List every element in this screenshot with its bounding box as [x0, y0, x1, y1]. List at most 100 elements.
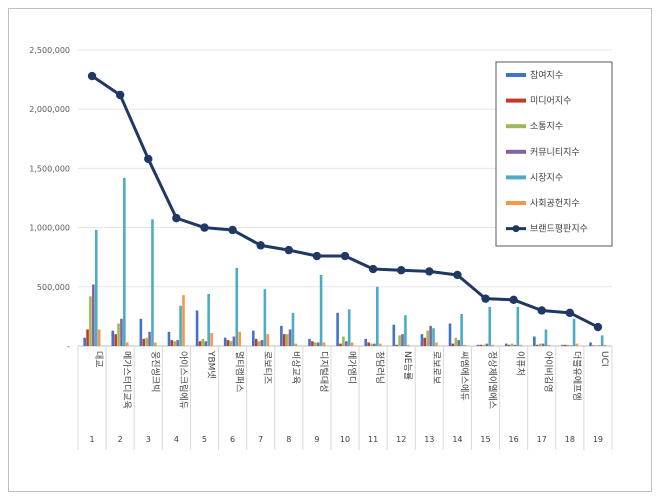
y-axis: 2,500,000 2,000,000 1,500,000 1,000,000 500,… — [29, 46, 70, 351]
bar-커뮤니티지수 — [401, 334, 404, 346]
legend-label: 시장지수 — [530, 172, 563, 183]
bar-미디어지수 — [564, 344, 567, 346]
category-label: 웅진씽크빅 — [149, 351, 160, 392]
category-label: YBM넷 — [205, 350, 216, 379]
bar-커뮤니티지수 — [316, 342, 320, 346]
category-label: 로보티즈 — [262, 351, 273, 384]
bar-커뮤니티지수 — [569, 345, 573, 346]
y-tick-label: 1,000,000 — [29, 224, 70, 233]
bar-소통지수 — [201, 338, 205, 346]
bar-시장지수 — [572, 318, 576, 346]
bar-시장지수 — [544, 329, 548, 346]
bar-소통지수 — [510, 343, 514, 346]
bar-사회공헌지수 — [435, 342, 438, 346]
rank-label: 6 — [230, 435, 235, 444]
bar-커뮤니티지수 — [429, 325, 432, 346]
category-label: 청담러닝 — [374, 351, 386, 384]
bar-커뮤니티지수 — [457, 340, 461, 346]
category-label: 정상제이엘에스 — [487, 351, 498, 409]
bar-시장지수 — [404, 315, 407, 346]
bar-시장지수 — [291, 312, 295, 346]
bar-미디어지수 — [254, 338, 258, 346]
bar-소통지수 — [370, 343, 373, 346]
brand-reputation-point — [368, 264, 378, 274]
bar-사회공헌지수 — [266, 334, 270, 346]
bar-참여지수 — [420, 334, 424, 346]
bar-사회공헌지수 — [97, 329, 101, 346]
brand-reputation-point — [284, 245, 293, 255]
category-label: 메가스터디교육 — [121, 351, 132, 409]
bar-미디어지수 — [339, 343, 342, 346]
bar-시장지수 — [432, 328, 435, 346]
bar-시장지수 — [376, 286, 379, 346]
bar-미디어지수 — [311, 341, 314, 346]
rank-label: 13 — [424, 435, 434, 444]
bar-참여지수 — [392, 324, 396, 346]
bar-시장지수 — [179, 305, 182, 346]
bar-소통지수 — [89, 296, 92, 346]
bar-커뮤니티지수 — [373, 343, 376, 346]
rank-label: 8 — [286, 435, 291, 444]
bar-시장지수 — [600, 335, 604, 346]
bar-미디어지수 — [367, 342, 370, 346]
category-label: 디지털대성 — [318, 351, 330, 392]
bar-시장지수 — [460, 314, 463, 346]
legend-line-marker — [512, 225, 520, 233]
bar-커뮤니티지수 — [148, 331, 151, 346]
legend-label: 소통지수 — [530, 121, 563, 132]
legend-swatch — [506, 201, 526, 205]
rank-label: 16 — [509, 435, 519, 444]
bar-소통지수 — [145, 337, 148, 346]
legend-box — [495, 61, 613, 247]
brand-reputation-point — [340, 251, 350, 261]
bar-참여지수 — [448, 323, 452, 346]
legend-swatch — [506, 73, 526, 77]
bar-시장지수 — [263, 289, 267, 346]
bar-미디어지수 — [592, 345, 595, 346]
bar-소통지수 — [566, 344, 570, 346]
rank-label: 19 — [593, 435, 603, 444]
x-axis: 대교 1 메가스터디교육 2 웅진씽크빅 3 아이스크림에듀 4 YBM넷 5 멀티캠퍼스 6 로보티즈… — [77, 346, 613, 450]
bar-참여지수 — [561, 344, 564, 346]
bar-커뮤니티지수 — [513, 344, 517, 346]
bar-커뮤니티지수 — [232, 336, 236, 346]
brand-reputation-point — [115, 90, 125, 100]
legend-swatch — [506, 175, 526, 180]
category-label: 로보로보 — [430, 351, 441, 384]
bar-미디어지수 — [535, 344, 539, 346]
bar-사회공헌지수 — [125, 342, 129, 346]
bar-미디어지수 — [507, 344, 511, 346]
bar-참여지수 — [139, 318, 143, 346]
bar-사회공헌지수 — [350, 342, 354, 346]
legend-label: 커뮤니티지수 — [530, 147, 580, 158]
brand-reputation-point — [537, 306, 546, 315]
y-tick-label: - — [67, 342, 70, 351]
rank-label: 18 — [565, 435, 575, 444]
bar-사회공헌지수 — [463, 344, 466, 346]
brand-reputation-point — [593, 322, 603, 332]
bar-미디어지수 — [395, 344, 399, 346]
brand-reputation-point — [256, 241, 265, 250]
bar-시장지수 — [488, 306, 492, 346]
bar-참여지수 — [167, 331, 171, 346]
bar-시장지수 — [207, 293, 210, 346]
rank-label: 5 — [202, 435, 207, 444]
bar-사회공헌지수 — [210, 332, 213, 346]
brand-reputation-point — [87, 71, 97, 81]
bar-소통지수 — [538, 343, 542, 346]
bar-사회공헌지수 — [575, 343, 579, 346]
rank-label: 10 — [340, 435, 350, 444]
y-tick-label: 2,500,000 — [29, 46, 70, 55]
legend-label: 미디어지수 — [530, 96, 571, 107]
bar-미디어지수 — [198, 341, 202, 346]
brand-reputation-point — [481, 294, 490, 303]
brand-reputation-point — [200, 223, 209, 232]
category-label: 더블유에프엠 — [571, 351, 583, 401]
bar-소통지수 — [117, 323, 120, 346]
bar-참여지수 — [504, 343, 508, 346]
bar-시장지수 — [319, 274, 323, 346]
category-label: 이퓨처 — [515, 351, 527, 376]
bar-소통지수 — [229, 341, 233, 346]
